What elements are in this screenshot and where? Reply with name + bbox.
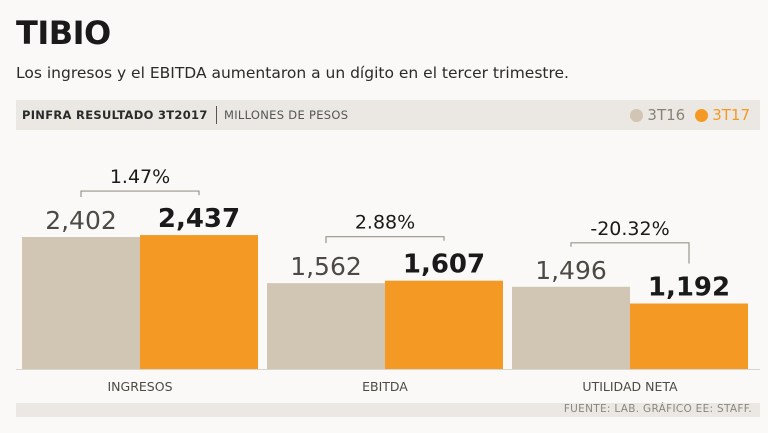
legend-label-3t16: 3T16 bbox=[647, 106, 686, 124]
legend-item-3t17: 3T17 bbox=[695, 106, 750, 124]
value-label-3t17-3: 1,192 bbox=[648, 272, 730, 302]
change-bracket-1 bbox=[80, 190, 200, 197]
chart-subtitle: Los ingresos y el EBITDA aumentaron a un… bbox=[16, 64, 569, 82]
footer-bar: FUENTE: LAB. GRÁFICO EE: STAFF. bbox=[16, 403, 760, 417]
bar-3t16-3 bbox=[512, 286, 630, 369]
value-label-3t17-1: 2,437 bbox=[158, 204, 240, 234]
change-bracket-2 bbox=[325, 236, 445, 244]
legend-swatch-3t17 bbox=[695, 108, 709, 122]
change-label-3: -20.32% bbox=[590, 218, 669, 240]
bar-3t17-1 bbox=[140, 235, 258, 369]
legend-swatch-3t16 bbox=[630, 108, 644, 122]
header-separator bbox=[216, 106, 217, 124]
category-label-3: UTILIDAD NETA bbox=[582, 379, 678, 394]
legend-label-3t17: 3T17 bbox=[712, 106, 750, 124]
bar-3t16-1 bbox=[22, 237, 140, 369]
value-label-3t17-2: 1,607 bbox=[403, 250, 485, 280]
chart-header-bar: PINFRA RESULTADO 3T2017 MILLONES DE PESO… bbox=[16, 100, 760, 130]
value-label-3t16-2: 1,562 bbox=[290, 252, 362, 281]
category-label-1: INGRESOS bbox=[107, 379, 172, 394]
value-label-3t16-1: 2,402 bbox=[45, 206, 117, 235]
change-bracket-3 bbox=[570, 242, 690, 264]
chart-title: TIBIO bbox=[16, 14, 111, 52]
change-label-2: 2.88% bbox=[355, 212, 415, 234]
legend: 3T16 3T17 bbox=[630, 106, 750, 124]
legend-item-3t16: 3T16 bbox=[630, 106, 685, 124]
bar-3t17-3 bbox=[630, 303, 748, 369]
bar-3t17-2 bbox=[385, 280, 503, 369]
bar-chart: 2,402 2,437 1.47% INGRESOS 1,562 1,607 2.88% EB… bbox=[16, 166, 760, 394]
source-note: FUENTE: LAB. GRÁFICO EE: STAFF. bbox=[563, 403, 752, 415]
category-label-2: EBITDA bbox=[362, 379, 408, 394]
series-label: PINFRA RESULTADO 3T2017 bbox=[22, 108, 208, 122]
change-label-1: 1.47% bbox=[110, 166, 170, 188]
units-label: MILLONES DE PESOS bbox=[224, 108, 349, 122]
bar-3t16-2 bbox=[267, 283, 385, 369]
value-label-3t16-3: 1,496 bbox=[535, 256, 607, 285]
